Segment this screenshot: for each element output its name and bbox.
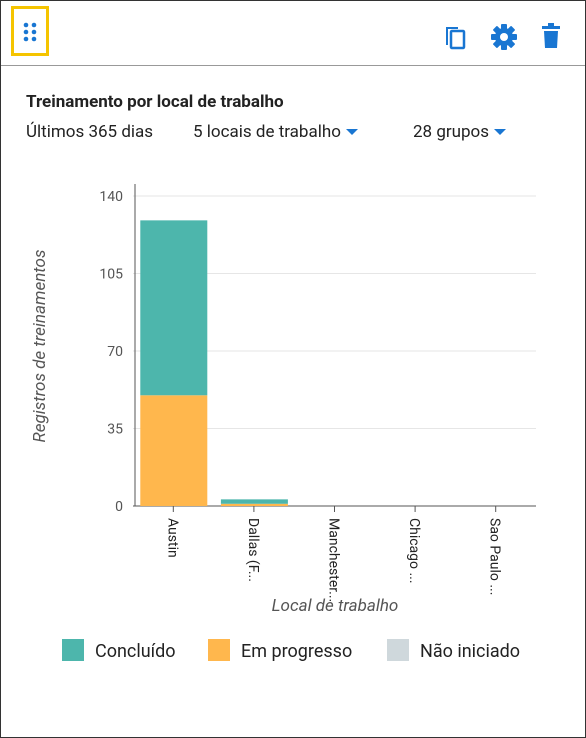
- copy-button[interactable]: [441, 23, 469, 51]
- legend-swatch: [62, 639, 84, 661]
- x-tick-label: Dallas (F...: [245, 518, 261, 582]
- y-tick-label: 35: [107, 422, 123, 438]
- dropdown-arrow: [346, 129, 359, 135]
- y-tick-label: 105: [99, 267, 123, 283]
- x-tick-label: Chicago ...: [406, 518, 422, 584]
- drag-handle[interactable]: [11, 6, 49, 56]
- legend-label: Concluído: [95, 641, 176, 662]
- settings-button[interactable]: [489, 23, 519, 53]
- legend-label: Não iniciado: [420, 641, 520, 662]
- y-tick-label: 140: [99, 189, 123, 205]
- filter-text: 5 locais de trabalho: [193, 122, 341, 142]
- group-filter[interactable]: 28 grupos: [413, 122, 507, 142]
- filter-text: 28 grupos: [413, 122, 490, 142]
- x-axis-title: Local de trabalho: [272, 596, 399, 616]
- legend-swatch: [208, 639, 230, 661]
- drag-icon: [23, 22, 37, 42]
- legend-label: Em progresso: [241, 641, 352, 662]
- widget-title: Treinamento por local de trabalho: [26, 92, 284, 112]
- bar-segment: [220, 499, 288, 504]
- bar-segment: [140, 220, 208, 396]
- y-axis-title: Registros de treinamentos: [30, 250, 50, 443]
- legend-swatch: [387, 639, 409, 661]
- toolbar: [1, 1, 585, 66]
- location-filter[interactable]: 5 locais de trabalho: [193, 122, 359, 142]
- bar-segment: [140, 395, 208, 506]
- bar-segment: [220, 503, 288, 506]
- y-tick-label: 0: [115, 499, 123, 515]
- y-tick-label: 70: [107, 344, 123, 360]
- x-tick-label: Manchester...: [326, 518, 342, 602]
- delete-button[interactable]: [539, 23, 565, 51]
- x-tick-label: Austin: [164, 518, 180, 558]
- date-filter[interactable]: Últimos 365 dias: [26, 122, 154, 142]
- dropdown-arrow: [494, 129, 507, 135]
- x-tick-label: Sao Paulo ...: [487, 518, 503, 595]
